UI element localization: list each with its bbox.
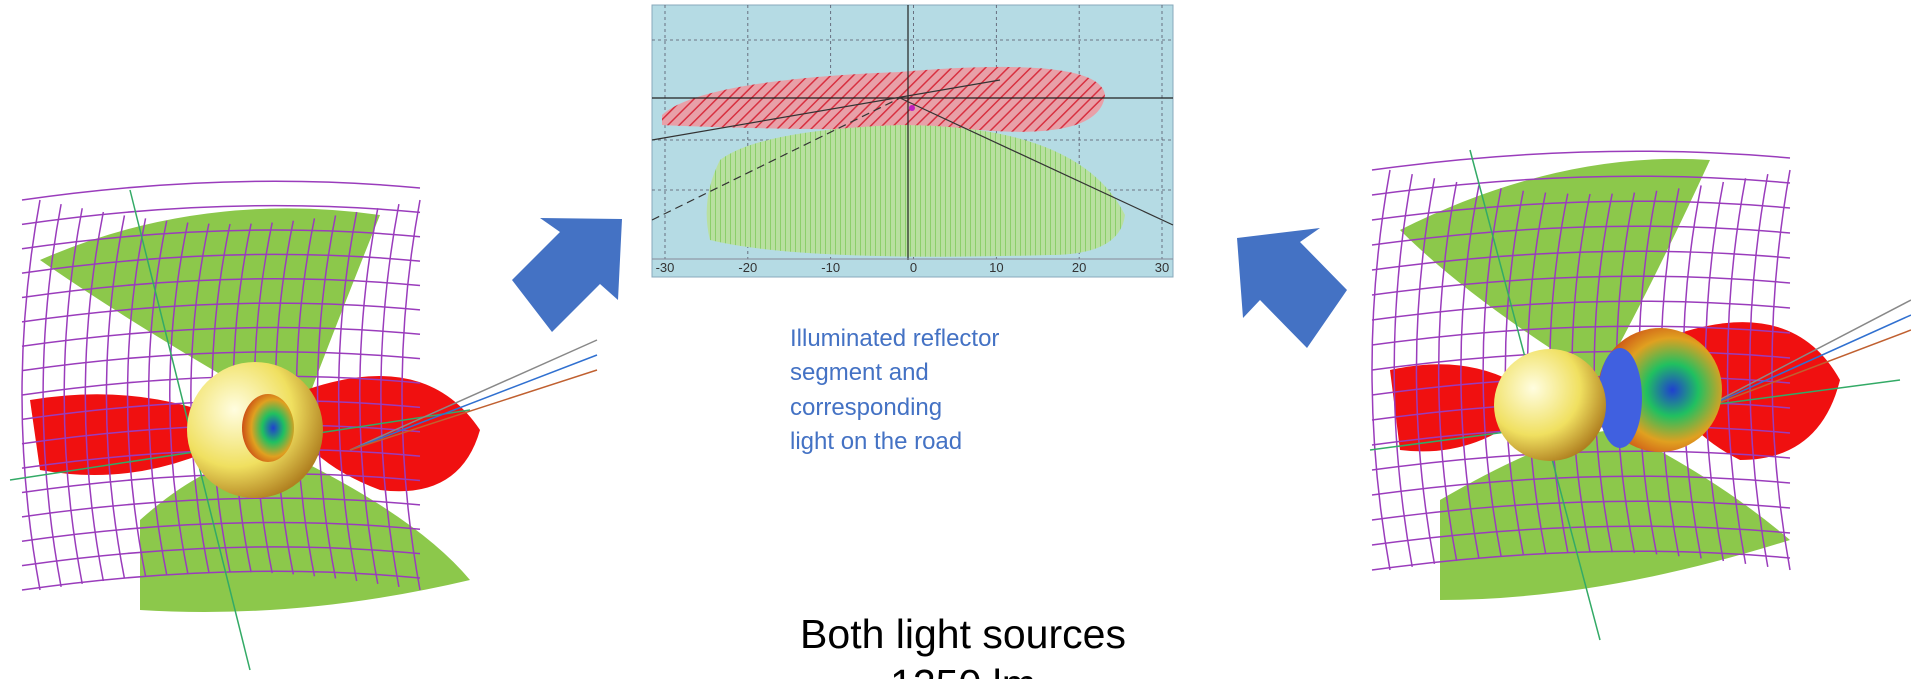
right-3d-view [1370, 150, 1911, 640]
caption-line: light on the road [790, 428, 962, 455]
arrow-right-up [512, 218, 622, 332]
x-tick-label: 20 [1072, 260, 1086, 275]
wireframe-line [1372, 151, 1790, 170]
slide-canvas: -30 -20 -10 0 10 20 30 Illuminated reflector s… [0, 0, 1911, 679]
left-3d-view [10, 181, 597, 670]
arrow-left-up [1237, 228, 1347, 348]
x-tick-label: -30 [656, 260, 675, 275]
x-tick-label: -10 [821, 260, 840, 275]
caption-line: Illuminated reflector [790, 325, 999, 352]
title-line: Both light sources [800, 611, 1126, 657]
x-tick-label: 0 [910, 260, 917, 275]
x-tick-label: -20 [738, 260, 757, 275]
wireframe-line [22, 181, 420, 200]
x-tick-label: 30 [1155, 260, 1169, 275]
caption-line: corresponding [790, 394, 942, 421]
road-plot: -30 -20 -10 0 10 20 30 [652, 5, 1173, 277]
slide: -30 -20 -10 0 10 20 30 Illuminated reflector s… [0, 0, 1911, 679]
caption-line: segment and [790, 359, 929, 386]
title-line: 1250 lm [890, 661, 1036, 679]
x-tick-label: 10 [989, 260, 1003, 275]
